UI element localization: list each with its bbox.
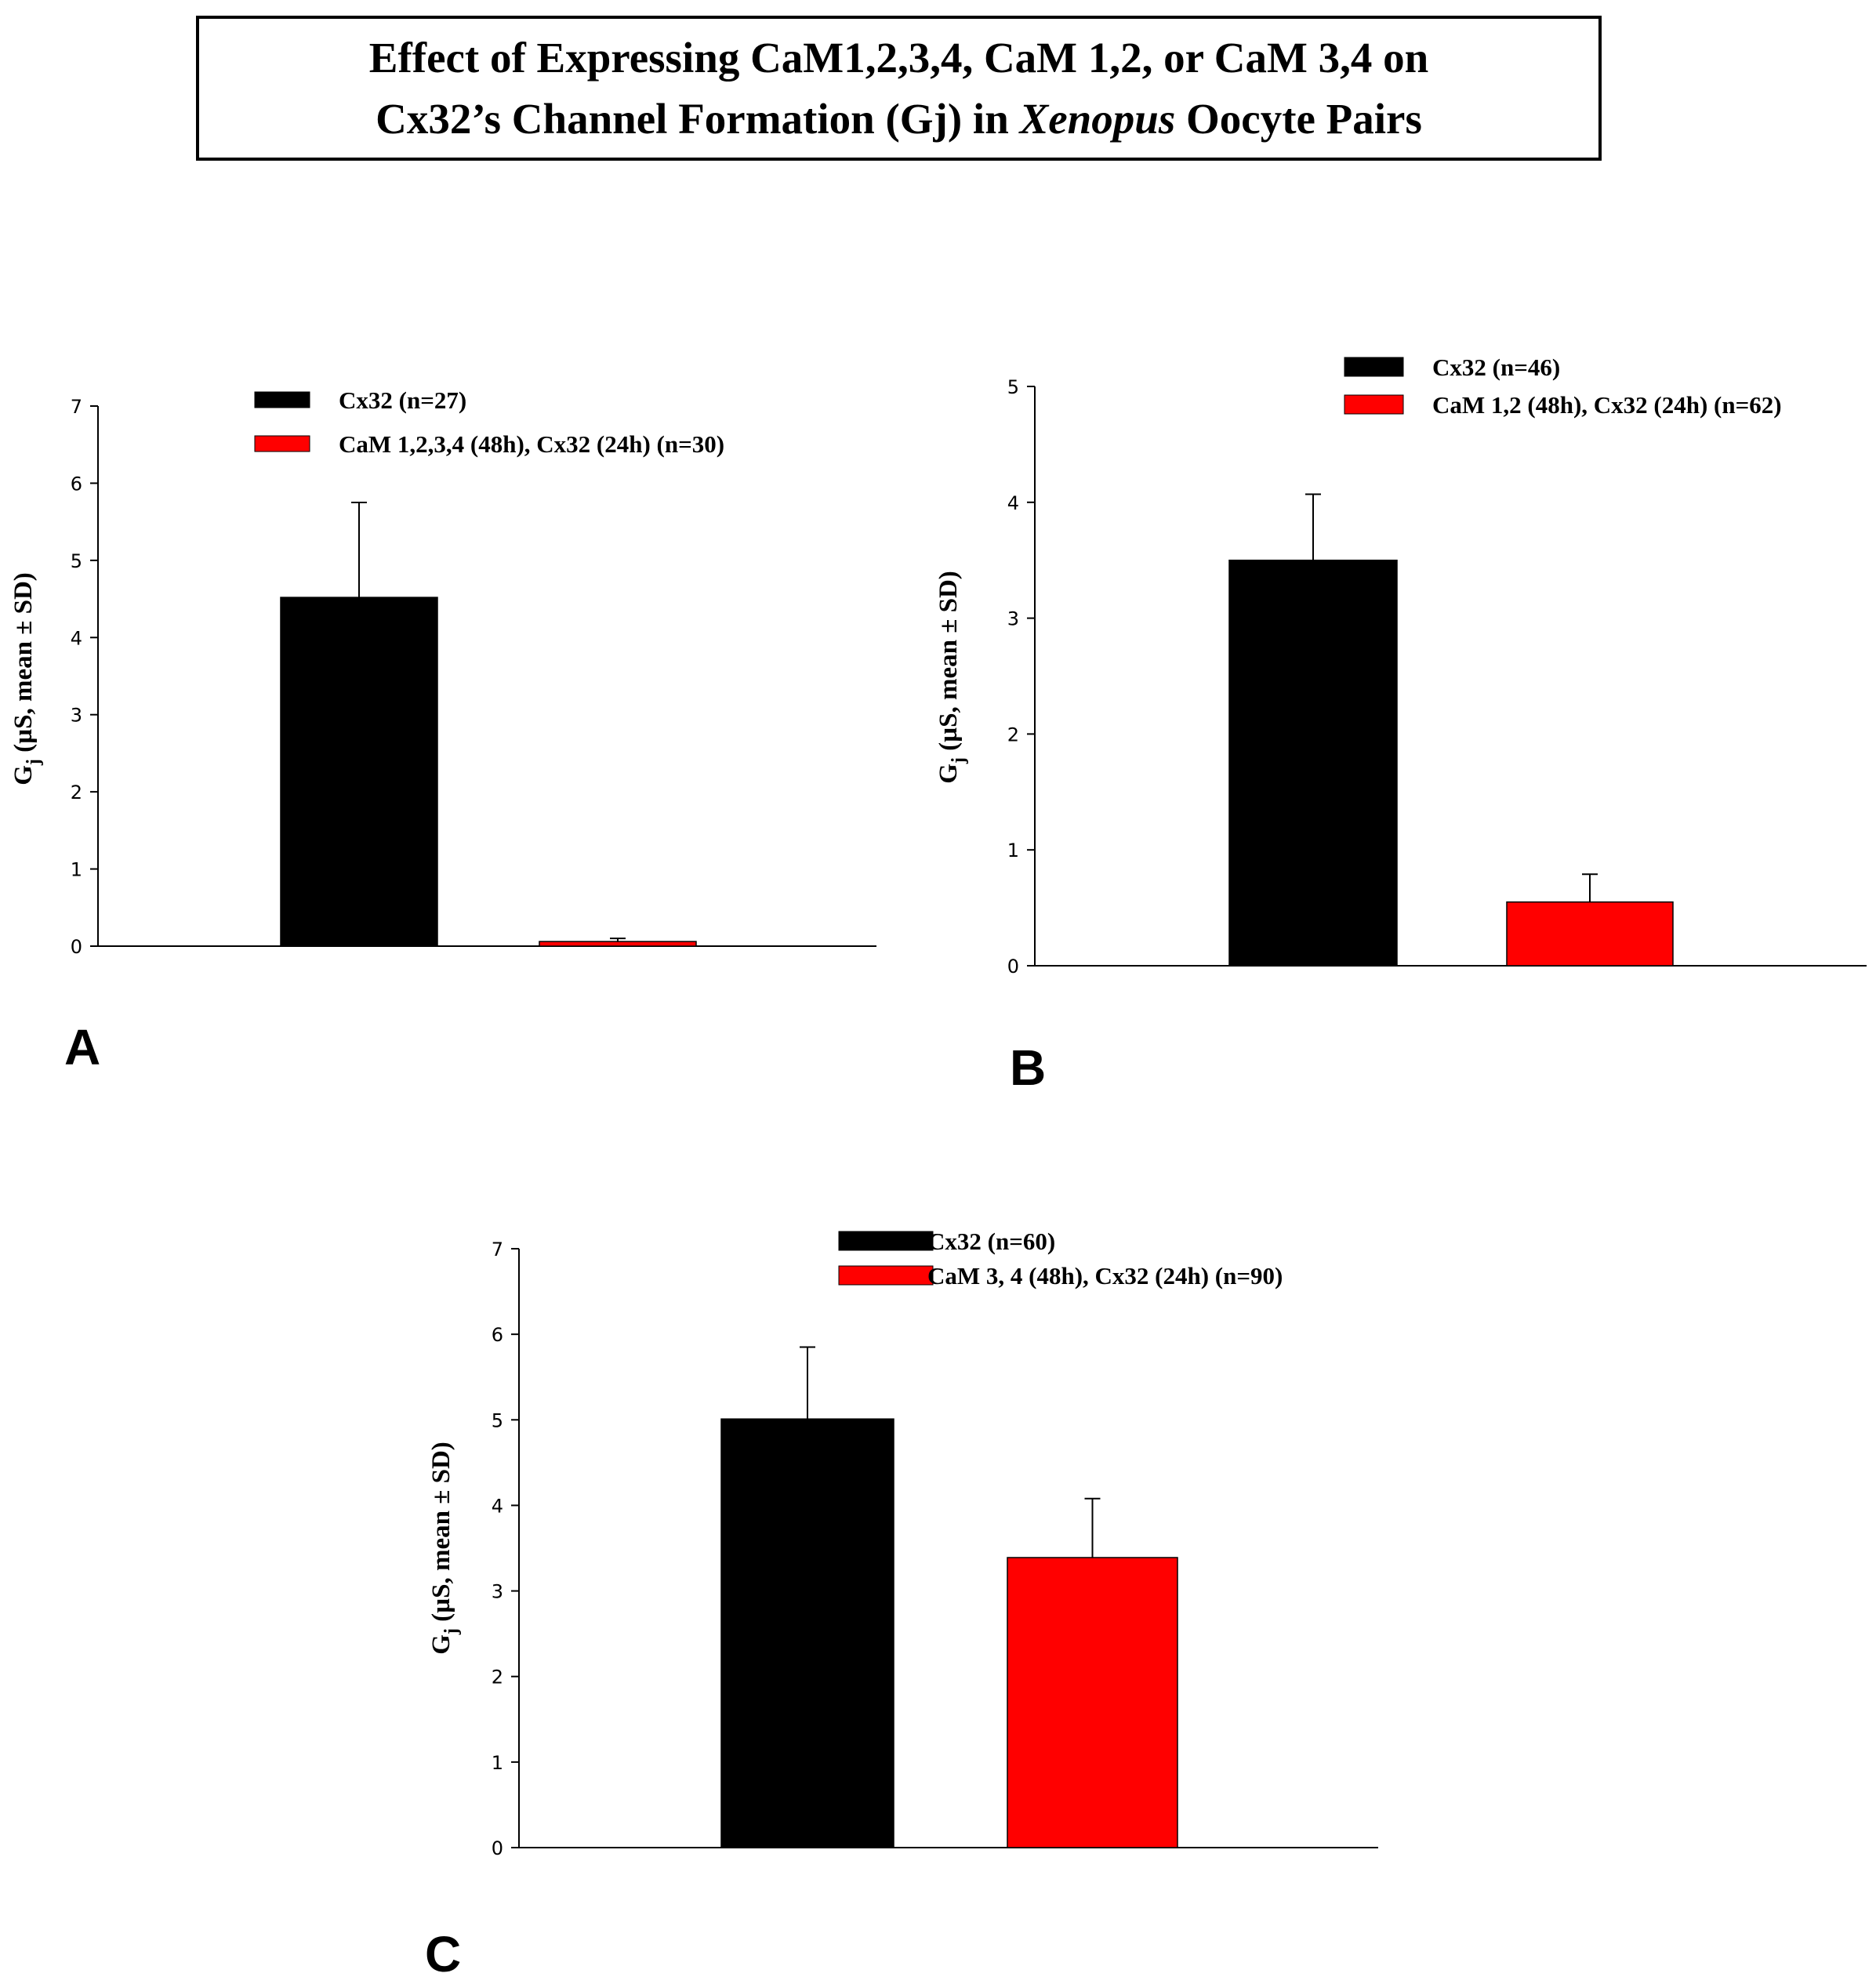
y-axis-label-units: (µS, mean ± SD) <box>934 571 963 757</box>
y-tick-label: 2 <box>492 1667 503 1688</box>
chart-panel-a: 0 1 2 3 4 5 6 7 Cx32 (n=27) CaM 1,2,3,4 (48h), Cx… <box>9 386 876 1075</box>
legend: Cx32 (n=27) CaM 1,2,3,4 (48h), Cx32 (24h)… <box>254 386 724 458</box>
bar-treatment <box>1506 901 1674 967</box>
bar-treatment <box>539 941 697 947</box>
y-axis-label-subscript: j <box>949 757 969 764</box>
y-tick-label: 5 <box>492 1409 503 1431</box>
legend-swatch <box>1344 394 1404 415</box>
y-axis-label: Gj (µS, mean ± SD) <box>427 1442 462 1655</box>
y-tick-label: 0 <box>492 1837 503 1859</box>
y-axis-label-subscript: j <box>441 1628 462 1635</box>
legend-label: Cx32 (n=27) <box>339 386 466 414</box>
figure-title-line-2-italic: Xenopus <box>1019 94 1176 143</box>
chart-panel-c: 0 1 2 3 4 5 6 7 Cx32 (n=60) CaM 3, 4 (48h), Cx32 … <box>425 1228 1378 1982</box>
legend-label: CaM 1,2,3,4 (48h), Cx32 (24h) (n=30) <box>339 430 724 458</box>
y-tick-label: 5 <box>1007 376 1019 398</box>
panel-label: A <box>64 1019 100 1075</box>
figure-title-line-2: Cx32’s Channel Formation (Gj) in Xenopus… <box>376 89 1422 150</box>
y-axis-label-main: G <box>9 765 38 785</box>
y-axis-label-main: G <box>427 1634 455 1655</box>
legend: Cx32 (n=60) CaM 3, 4 (48h), Cx32 (24h) (n… <box>838 1228 1283 1289</box>
bar-control <box>720 1418 894 1848</box>
y-tick-label: 4 <box>492 1495 503 1517</box>
y-tick-label: 7 <box>71 396 82 418</box>
panel-label: B <box>1010 1039 1046 1096</box>
y-tick-label: 1 <box>1007 840 1019 861</box>
y-tick-label: 7 <box>492 1239 503 1260</box>
bar-treatment <box>1007 1557 1178 1848</box>
legend-swatch <box>838 1231 934 1251</box>
y-tick-label: 2 <box>71 782 82 803</box>
y-tick-label: 5 <box>71 550 82 572</box>
y-tick-label: 6 <box>71 473 82 495</box>
y-tick-label: 1 <box>71 859 82 881</box>
y-tick-label: 1 <box>492 1752 503 1774</box>
y-tick-label: 0 <box>1007 956 1019 977</box>
legend-label: Cx32 (n=46) <box>1432 354 1560 381</box>
y-axis-label-units: (µS, mean ± SD) <box>9 572 38 759</box>
y-axis-label: Gj (µS, mean ± SD) <box>9 572 44 785</box>
y-axis-label-main: G <box>934 763 963 784</box>
legend-label: Cx32 (n=60) <box>927 1228 1055 1255</box>
y-tick-label: 3 <box>1007 608 1019 630</box>
bar-control <box>280 597 438 947</box>
bar-control <box>1228 559 1398 967</box>
figure-title-line-2-start: Cx32’s Channel Formation (Gj) in <box>376 94 1020 143</box>
legend-swatch <box>1344 357 1404 377</box>
y-tick-label: 4 <box>1007 492 1019 514</box>
legend: Cx32 (n=46) CaM 1,2 (48h), Cx32 (24h) (n=… <box>1344 354 1782 419</box>
y-tick-label: 6 <box>492 1324 503 1346</box>
legend-label: CaM 3, 4 (48h), Cx32 (24h) (n=90) <box>927 1262 1283 1289</box>
figure-title-line-2-end: Oocyte Pairs <box>1175 94 1422 143</box>
y-tick-label: 2 <box>1007 724 1019 745</box>
y-tick-label: 0 <box>71 936 82 958</box>
y-tick-label: 3 <box>492 1581 503 1603</box>
chart-panel-b: 0 1 2 3 4 5 Cx32 (n=46) CaM 1,2 (48h), Cx32 (24… <box>934 354 1867 1096</box>
y-tick-label: 3 <box>71 705 82 727</box>
figure-title-line-1: Effect of Expressing CaM1,2,3,4, CaM 1,2… <box>368 33 1429 82</box>
y-axis-label-subscript: j <box>24 759 44 766</box>
panel-label: C <box>425 1926 461 1982</box>
y-axis-label-units: (µS, mean ± SD) <box>427 1442 455 1628</box>
y-tick-label: 4 <box>71 627 82 649</box>
figure-title-box: Effect of Expressing CaM1,2,3,4, CaM 1,2… <box>196 16 1602 161</box>
legend-swatch <box>254 435 310 452</box>
legend-swatch <box>254 391 310 408</box>
legend-swatch <box>838 1265 934 1286</box>
y-axis-label: Gj (µS, mean ± SD) <box>934 571 969 784</box>
legend-label: CaM 1,2 (48h), Cx32 (24h) (n=62) <box>1432 391 1782 419</box>
